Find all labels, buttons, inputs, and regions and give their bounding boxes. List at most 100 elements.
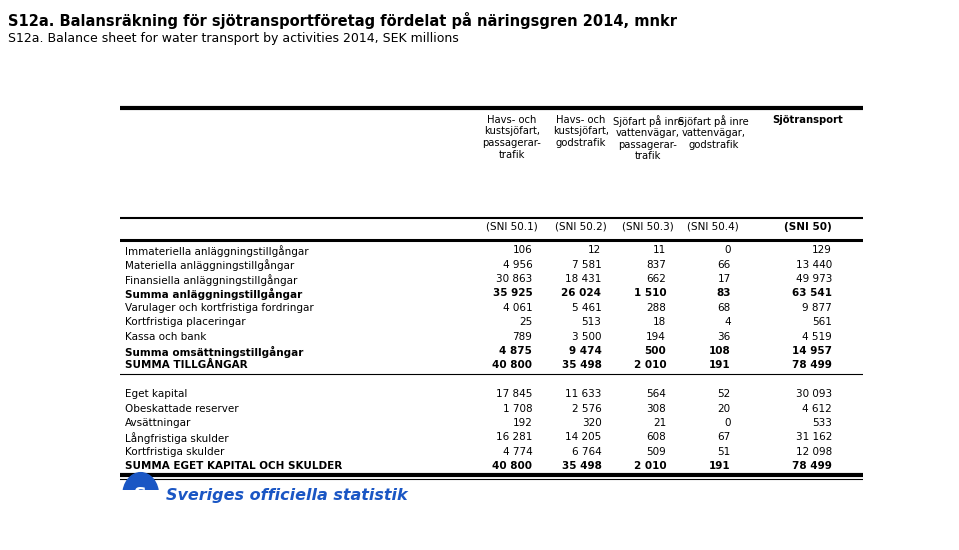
Text: 9 474: 9 474 <box>569 346 601 356</box>
Text: 789: 789 <box>512 332 532 342</box>
Text: 52: 52 <box>717 389 731 399</box>
Text: 533: 533 <box>812 418 831 428</box>
Text: 63 541: 63 541 <box>792 288 831 298</box>
Text: Eget kapital: Eget kapital <box>125 389 187 399</box>
Text: 18 431: 18 431 <box>565 274 601 284</box>
Text: S12a. Balance sheet for water transport by activities 2014, SEK millions: S12a. Balance sheet for water transport … <box>8 32 458 45</box>
Text: 4 612: 4 612 <box>802 404 831 414</box>
Text: 3 500: 3 500 <box>572 332 601 342</box>
Text: 4 774: 4 774 <box>503 447 532 456</box>
Text: 17 845: 17 845 <box>496 389 532 399</box>
Text: 83: 83 <box>716 288 731 298</box>
Text: 36: 36 <box>717 332 731 342</box>
Text: 5 461: 5 461 <box>572 302 601 313</box>
Text: 67: 67 <box>717 432 731 442</box>
Text: SUMMA EGET KAPITAL OCH SKULDER: SUMMA EGET KAPITAL OCH SKULDER <box>125 461 342 471</box>
Ellipse shape <box>123 472 158 518</box>
Text: 30 863: 30 863 <box>496 274 532 284</box>
Text: 4 519: 4 519 <box>802 332 831 342</box>
Text: Immateriella anläggningstillgångar: Immateriella anläggningstillgångar <box>125 245 309 257</box>
Text: (SNI 50): (SNI 50) <box>784 222 831 232</box>
Text: 21: 21 <box>653 418 667 428</box>
Text: 18: 18 <box>653 317 667 327</box>
Text: 192: 192 <box>512 418 532 428</box>
Text: 0: 0 <box>724 418 731 428</box>
Text: Havs- och
kustsjöfart,
passagerar-
trafik: Havs- och kustsjöfart, passagerar- trafi… <box>482 115 542 160</box>
Text: Sjöfart på inre
vattenvägar,
passagerar-
trafik: Sjöfart på inre vattenvägar, passagerar-… <box>613 115 684 161</box>
Text: 14 205: 14 205 <box>565 432 601 442</box>
Text: Kassa och bank: Kassa och bank <box>125 332 206 342</box>
Text: 4: 4 <box>724 317 731 327</box>
Text: 2 010: 2 010 <box>634 461 667 471</box>
Text: 16 281: 16 281 <box>496 432 532 442</box>
Text: 2 010: 2 010 <box>634 360 667 370</box>
Text: 12: 12 <box>588 245 601 255</box>
Text: 25: 25 <box>519 317 532 327</box>
Text: S: S <box>134 486 147 504</box>
Text: 608: 608 <box>646 432 667 442</box>
Text: Sjötransport: Sjötransport <box>772 115 843 125</box>
Text: Avsättningar: Avsättningar <box>125 418 192 428</box>
Text: 31 162: 31 162 <box>796 432 831 442</box>
Text: 78 499: 78 499 <box>792 360 831 370</box>
Text: 320: 320 <box>582 418 601 428</box>
Text: (SNI 50.1): (SNI 50.1) <box>486 222 538 232</box>
Text: 20: 20 <box>717 404 731 414</box>
Text: 51: 51 <box>717 447 731 456</box>
Text: 4 061: 4 061 <box>503 302 532 313</box>
Text: Summa anläggningstillgångar: Summa anläggningstillgångar <box>125 288 302 300</box>
Text: 68: 68 <box>717 302 731 313</box>
Text: S12a. Balansräkning för sjötransportföretag fördelat på näringsgren 2014, mnkr: S12a. Balansräkning för sjötransportföre… <box>8 12 677 29</box>
Text: 78 499: 78 499 <box>792 461 831 471</box>
Text: (SNI 50.4): (SNI 50.4) <box>688 222 739 232</box>
Text: 2 576: 2 576 <box>572 404 601 414</box>
Text: Obeskattade reserver: Obeskattade reserver <box>125 404 239 414</box>
Text: 837: 837 <box>646 260 667 270</box>
Text: (SNI 50.2): (SNI 50.2) <box>555 222 607 232</box>
Text: 4 875: 4 875 <box>500 346 532 356</box>
Text: Sveriges officiella statistik: Sveriges officiella statistik <box>166 487 408 503</box>
Text: 26 024: 26 024 <box>561 288 601 298</box>
Text: 129: 129 <box>812 245 831 255</box>
Text: 1 510: 1 510 <box>634 288 667 298</box>
Text: 564: 564 <box>646 389 667 399</box>
Text: 191: 191 <box>710 360 731 370</box>
Text: Kortfristiga skulder: Kortfristiga skulder <box>125 447 224 456</box>
Text: 191: 191 <box>710 461 731 471</box>
Text: 194: 194 <box>646 332 667 342</box>
Text: 513: 513 <box>581 317 601 327</box>
Text: 11 633: 11 633 <box>565 389 601 399</box>
Text: 35 498: 35 498 <box>562 360 601 370</box>
Text: 106: 106 <box>513 245 532 255</box>
Text: Materiella anläggningstillgångar: Materiella anläggningstillgångar <box>125 260 294 272</box>
Text: Havs- och
kustsjöfart,
godstrafik: Havs- och kustsjöfart, godstrafik <box>553 115 609 148</box>
Text: 12 098: 12 098 <box>796 447 831 456</box>
Text: 13 440: 13 440 <box>796 260 831 270</box>
Text: 108: 108 <box>709 346 731 356</box>
Text: 500: 500 <box>644 346 667 356</box>
Text: Summa omsättningstillgångar: Summa omsättningstillgångar <box>125 346 303 358</box>
Text: 662: 662 <box>646 274 667 284</box>
Text: Finansiella anläggningstillgångar: Finansiella anläggningstillgångar <box>125 274 297 286</box>
Text: 66: 66 <box>717 260 731 270</box>
Text: 35 925: 35 925 <box>493 288 532 298</box>
Text: 0: 0 <box>724 245 731 255</box>
Text: 288: 288 <box>646 302 667 313</box>
Text: Varulager och kortfristiga fordringar: Varulager och kortfristiga fordringar <box>125 302 314 313</box>
Text: 509: 509 <box>646 447 667 456</box>
Text: SUMMA TILLGÅNGAR: SUMMA TILLGÅNGAR <box>125 360 247 370</box>
Text: Sjöfart på inre
vattenvägar,
godstrafik: Sjöfart på inre vattenvägar, godstrafik <box>678 115 749 150</box>
Text: 4 956: 4 956 <box>503 260 532 270</box>
Text: 11: 11 <box>653 245 667 255</box>
Text: Långfristiga skulder: Långfristiga skulder <box>125 432 228 444</box>
Text: 6 764: 6 764 <box>572 447 601 456</box>
Text: (SNI 50.3): (SNI 50.3) <box>622 222 674 232</box>
Text: 308: 308 <box>646 404 667 414</box>
Text: 561: 561 <box>812 317 831 327</box>
Text: 40 800: 40 800 <box>492 360 532 370</box>
Text: 14 957: 14 957 <box>792 346 831 356</box>
Text: 35 498: 35 498 <box>562 461 601 471</box>
Text: Kortfristiga placeringar: Kortfristiga placeringar <box>125 317 246 327</box>
Text: 7 581: 7 581 <box>572 260 601 270</box>
Text: 40 800: 40 800 <box>492 461 532 471</box>
